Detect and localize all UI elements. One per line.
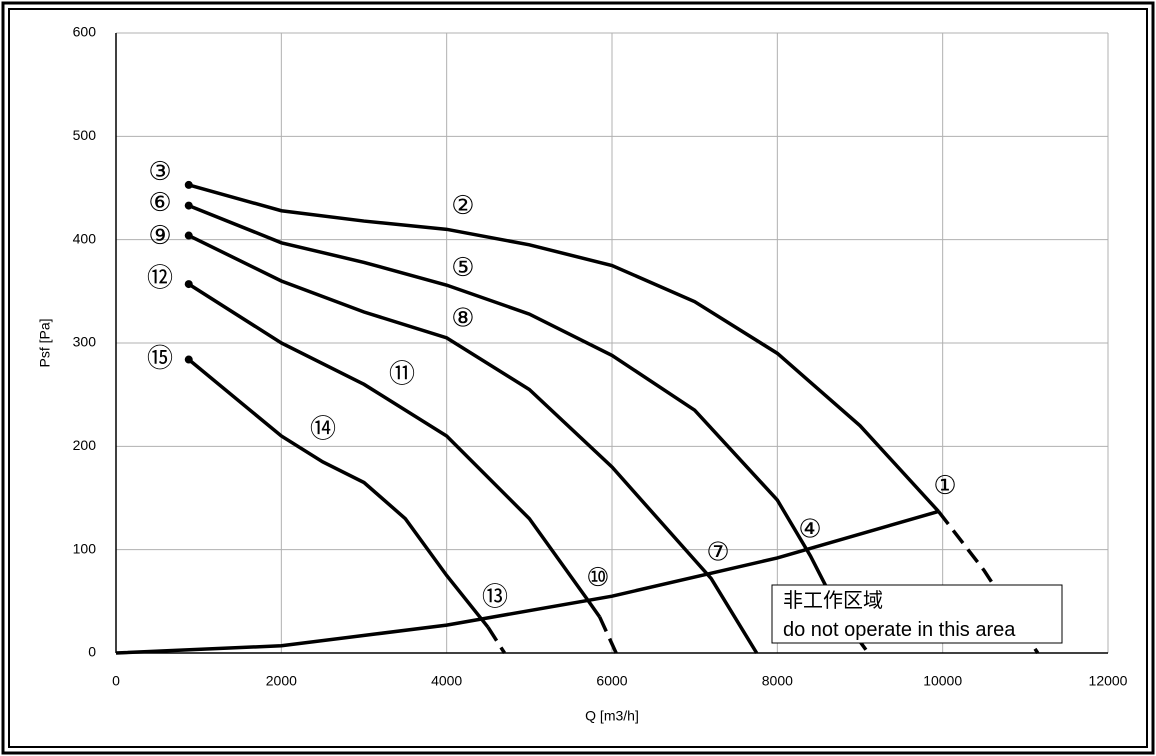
inner-frame <box>8 8 1148 748</box>
x-tick-label: 8000 <box>762 673 793 689</box>
curve-label: ② <box>451 191 474 221</box>
y-tick-label: 400 <box>73 230 97 246</box>
x-tick-label: 0 <box>112 673 120 689</box>
start-dot <box>184 201 193 210</box>
start-dot <box>184 355 193 364</box>
x-tick-label: 12000 <box>1089 673 1128 689</box>
fan-curve <box>187 358 490 629</box>
start-dot <box>184 231 193 240</box>
x-axis-label: Q [m3/h] <box>585 708 639 724</box>
fan-curve <box>188 203 833 597</box>
fan-curve <box>115 509 940 655</box>
y-tick-label: 0 <box>88 644 96 660</box>
note-text: do not operate in this area <box>783 619 1016 641</box>
curve-label: ⑤ <box>451 253 474 283</box>
fan-curve <box>187 282 602 618</box>
curve-label: ⑧ <box>451 304 474 334</box>
y-tick-label: 200 <box>73 437 97 453</box>
curve-label: ① <box>933 471 956 501</box>
note-box <box>771 584 1063 644</box>
curve-label: ⑪ <box>389 360 415 390</box>
curve-label: ⑨ <box>148 221 171 251</box>
y-axis-label: Psf [Pa] <box>37 318 53 367</box>
y-tick-label: 300 <box>73 334 97 350</box>
note-text: 非工作区域 <box>783 589 883 612</box>
curve-label: ⑥ <box>148 188 171 218</box>
x-tick-label: 6000 <box>596 673 627 689</box>
x-tick-label: 10000 <box>923 673 962 689</box>
y-tick-label: 600 <box>73 24 97 40</box>
curve-label: ④ <box>798 515 821 545</box>
curve-label: ⑩ <box>586 563 609 593</box>
fan-curve <box>188 183 940 513</box>
start-dot <box>184 180 193 189</box>
start-dot <box>184 280 193 289</box>
y-tick-label: 100 <box>73 540 97 556</box>
fan-curve <box>937 510 1040 654</box>
fan-curve <box>187 233 759 654</box>
y-tick-label: 500 <box>73 127 97 143</box>
curve-label: ③ <box>148 157 171 187</box>
curve-label: ⑭ <box>310 414 336 444</box>
curve-label: ⑬ <box>482 583 508 613</box>
curve-label: ⑫ <box>147 263 173 293</box>
fan-curve <box>598 616 618 654</box>
x-tick-label: 2000 <box>266 673 297 689</box>
fan-curve <box>486 626 507 654</box>
x-tick-label: 4000 <box>431 673 462 689</box>
curve-label: ⑦ <box>706 537 729 567</box>
curve-label: ⑮ <box>147 344 173 374</box>
